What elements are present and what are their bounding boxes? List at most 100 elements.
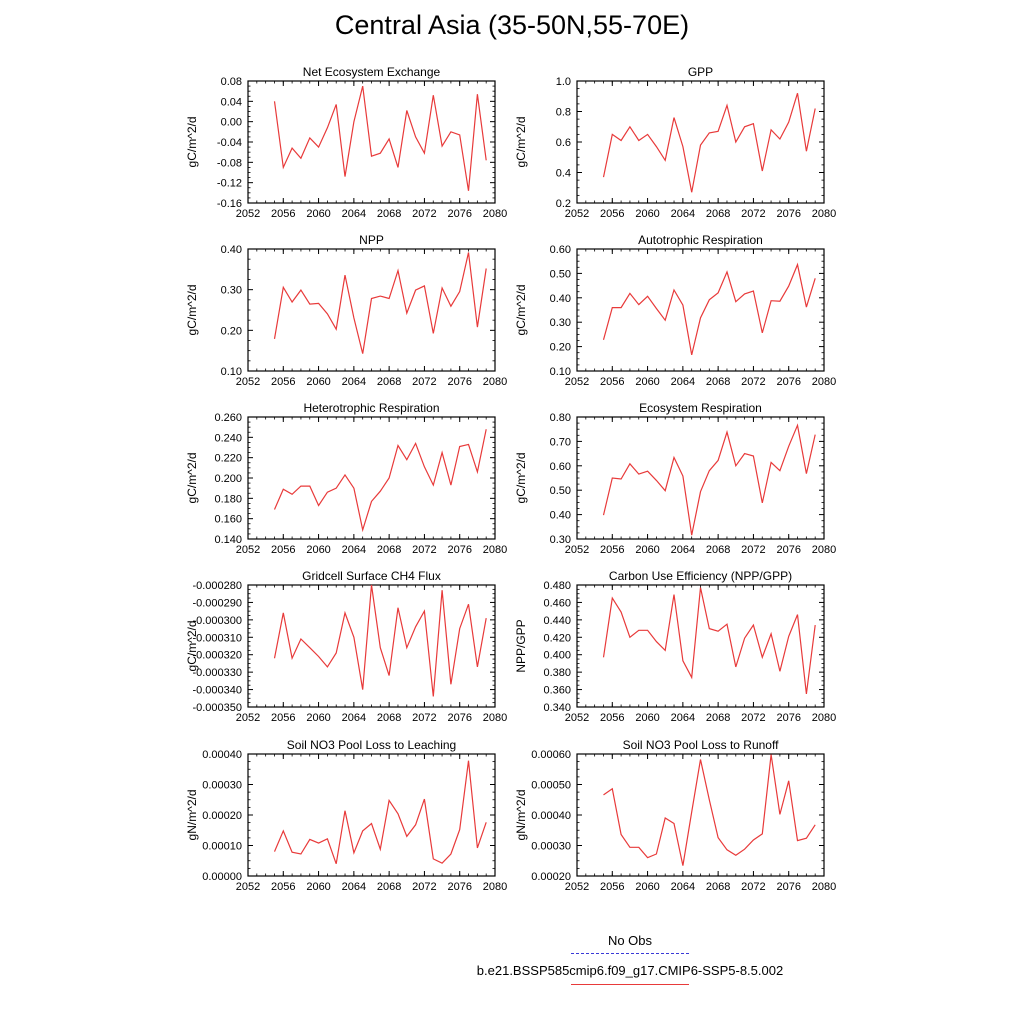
x-tick-label: 2072	[741, 376, 765, 388]
x-tick-label: 2060	[635, 376, 659, 388]
y-axis-label: NPP/GPP	[514, 619, 528, 672]
x-tick-label: 2064	[671, 544, 695, 556]
series-line	[273, 252, 487, 354]
x-tick-label: 2052	[565, 712, 589, 724]
y-tick-label: -0.16	[217, 198, 242, 210]
y-tick-label: 0.2	[556, 198, 571, 210]
y-tick-label: 0.460	[543, 597, 571, 609]
y-tick-label: 0.50	[550, 268, 571, 280]
x-tick-label: 2060	[635, 208, 659, 220]
y-tick-label: 0.00	[221, 117, 242, 129]
x-tick-label: 2060	[635, 544, 659, 556]
series-line	[273, 429, 487, 533]
y-tick-label: -0.000350	[192, 702, 242, 714]
x-tick-label: 2056	[271, 544, 295, 556]
y-tick-label: 0.60	[550, 244, 571, 256]
x-tick-label: 2072	[412, 208, 436, 220]
y-tick-label: 0.80	[550, 412, 571, 424]
y-tick-label: -0.08	[217, 157, 242, 169]
y-axis-label: gN/m^2/d	[514, 790, 528, 841]
legend-case-label: b.e21.BSSP585cmip6.f09_g17.CMIP6-SSP5-8.…	[476, 963, 784, 978]
y-tick-label: 0.30	[221, 285, 242, 297]
x-tick-label: 2052	[565, 544, 589, 556]
series-line	[273, 760, 487, 864]
y-axis-label: gC/m^2/d	[185, 117, 199, 168]
panel-1: Net Ecosystem Exchange gC/m^2/d 2052 2056 20…	[185, 65, 507, 220]
panel-title: Net Ecosystem Exchange	[303, 65, 441, 79]
y-axis-label: gC/m^2/d	[514, 285, 528, 336]
x-tick-label: 2068	[706, 712, 730, 724]
x-tick-label: 2076	[447, 712, 471, 724]
x-tick-label: 2060	[306, 376, 330, 388]
x-tick-label: 2076	[776, 208, 800, 220]
y-tick-label: 1.0	[556, 76, 571, 88]
y-tick-label: 0.6	[556, 137, 571, 149]
x-tick-label: 2052	[565, 208, 589, 220]
x-tick-label: 2064	[342, 208, 366, 220]
plot-frame	[247, 584, 496, 708]
y-tick-label: 0.40	[221, 244, 242, 256]
plot-frame	[576, 248, 825, 372]
series-line	[602, 423, 816, 536]
x-tick-label: 2080	[483, 881, 507, 893]
x-tick-label: 2076	[776, 376, 800, 388]
y-tick-label: 0.30	[550, 534, 571, 546]
panel-title: Gridcell Surface CH4 Flux	[302, 569, 441, 583]
y-tick-label: 0.00000	[202, 871, 242, 883]
x-tick-label: 2052	[565, 881, 589, 893]
y-tick-label: 0.04	[221, 96, 242, 108]
y-tick-label: -0.000330	[192, 667, 242, 679]
x-tick-label: 2064	[342, 881, 366, 893]
y-tick-label: 0.180	[214, 493, 242, 505]
y-tick-label: 0.00020	[202, 810, 242, 822]
x-tick-label: 2068	[377, 208, 401, 220]
y-tick-label: 0.00040	[531, 810, 571, 822]
y-tick-label: -0.000290	[192, 597, 242, 609]
y-tick-label: -0.000310	[192, 632, 242, 644]
legend-case-line	[571, 984, 689, 985]
y-tick-label: 0.10	[550, 366, 571, 378]
y-tick-label: 0.160	[214, 514, 242, 526]
plot-frame	[576, 753, 825, 877]
y-tick-label: 0.140	[214, 534, 242, 546]
y-tick-label: 0.8	[556, 107, 571, 119]
x-tick-label: 2080	[483, 712, 507, 724]
y-tick-label: 0.40	[550, 293, 571, 305]
x-tick-label: 2080	[812, 208, 836, 220]
y-tick-label: 0.30	[550, 317, 571, 329]
x-tick-label: 2068	[377, 881, 401, 893]
series-line	[602, 262, 816, 356]
panel-9: Soil NO3 Pool Loss to Leaching gN/m^2/d 20…	[185, 738, 507, 893]
panel-title: Autotrophic Respiration	[638, 233, 763, 247]
y-axis-label: gC/m^2/d	[185, 285, 199, 336]
y-tick-label: 0.00050	[531, 780, 571, 792]
x-tick-label: 2064	[342, 376, 366, 388]
x-tick-label: 2068	[377, 712, 401, 724]
y-tick-label: 0.360	[543, 685, 571, 697]
y-tick-label: 0.00010	[202, 841, 242, 853]
x-tick-label: 2076	[776, 544, 800, 556]
y-tick-label: 0.00060	[531, 749, 571, 761]
y-tick-label: 0.420	[543, 632, 571, 644]
x-tick-label: 2060	[306, 712, 330, 724]
x-tick-label: 2064	[342, 712, 366, 724]
x-tick-label: 2080	[483, 544, 507, 556]
y-tick-label: -0.000300	[192, 615, 242, 627]
y-tick-label: 0.240	[214, 432, 242, 444]
x-tick-label: 2076	[776, 881, 800, 893]
y-axis-label: gC/m^2/d	[185, 453, 199, 504]
x-tick-label: 2068	[706, 544, 730, 556]
y-tick-label: 0.340	[543, 702, 571, 714]
x-tick-label: 2052	[236, 376, 260, 388]
x-tick-label: 2080	[812, 712, 836, 724]
x-tick-label: 2052	[236, 712, 260, 724]
y-tick-label: 0.00030	[202, 780, 242, 792]
y-tick-label: -0.000280	[192, 580, 242, 592]
x-tick-label: 2064	[671, 712, 695, 724]
y-tick-label: 0.40	[550, 510, 571, 522]
y-tick-label: 0.70	[550, 436, 571, 448]
x-tick-label: 2072	[412, 544, 436, 556]
series-line	[603, 754, 816, 866]
x-tick-label: 2068	[377, 544, 401, 556]
